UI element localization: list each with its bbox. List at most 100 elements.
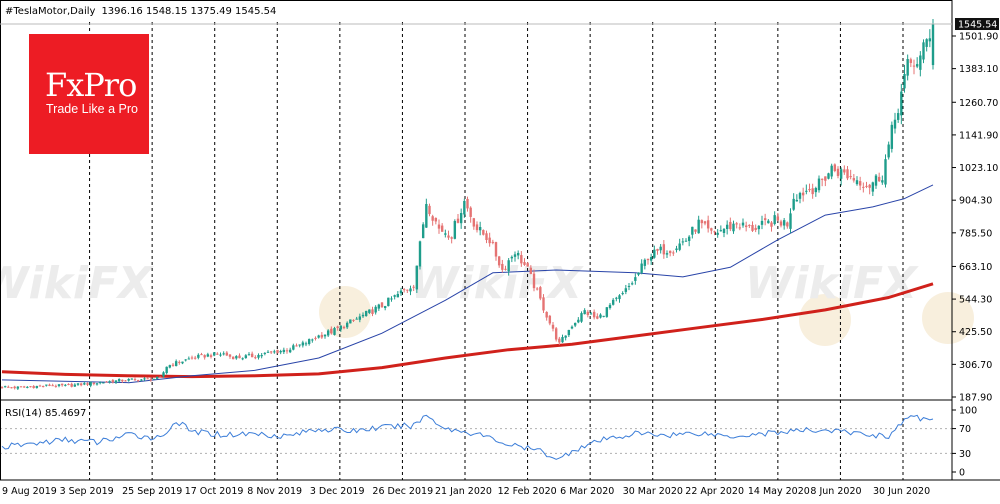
candle-body [380,302,384,308]
candle-233 [738,223,742,231]
last-price-tag [955,18,999,31]
candle-108 [342,325,346,330]
candle-132 [418,240,422,270]
candle-body [35,386,39,388]
candle-37 [117,378,121,382]
candle-120 [380,302,384,308]
candle-64 [203,354,206,360]
candle-body [624,288,628,292]
candle-body [545,311,548,318]
candle-body [475,224,479,231]
candle-body [425,203,428,228]
candle-body [19,386,23,388]
candle-33 [105,380,108,383]
candle-133 [421,222,425,239]
candle-195 [618,294,621,303]
candle-30 [95,383,99,386]
candle-39 [124,380,127,382]
candle-body [862,186,865,188]
candle-158 [501,259,504,273]
candle-body [501,263,504,270]
candle-body [599,314,602,318]
candle-body [786,222,789,227]
candle-body [418,241,422,267]
candle-213 [675,245,678,253]
candle-body [573,322,577,326]
candle-body [29,386,32,388]
candle-body [567,329,571,336]
candle-body [687,236,691,241]
candle-body [827,173,830,179]
candle-163 [516,250,520,260]
candle-76 [241,357,244,361]
candle-body [440,225,444,232]
candle-body [589,313,593,315]
candle-130 [412,284,415,292]
moving-average-fast-line [1,184,934,384]
candle-72 [228,354,232,359]
candle-75 [238,353,241,359]
candle-294 [931,18,935,70]
candle-body [51,385,54,387]
candle-273 [865,181,868,189]
candle-body [735,223,738,225]
candle-body [447,235,450,238]
candle-94 [298,344,301,348]
candle-176 [558,336,561,346]
candle-117 [371,306,374,317]
candle-220 [697,215,700,234]
candle-body [57,384,61,386]
candle-body [463,200,466,215]
candle-body [466,198,469,209]
candle-102 [323,334,327,339]
candle-body [133,379,137,381]
candle-217 [687,235,691,247]
candle-body [105,381,108,383]
candle-56 [178,360,181,365]
candle-252 [798,191,802,204]
candle-65 [206,352,210,358]
candle-131 [415,265,419,294]
candle-63 [200,352,203,356]
candle-body [532,273,536,289]
candle-body [197,354,200,358]
candle-body [672,252,675,254]
candle-224 [710,227,713,235]
candle-237 [751,221,754,232]
candle-146 [463,198,466,218]
candle-285 [903,64,906,93]
candle-body [792,198,795,210]
rsi-tick-label-0: 100 [959,406,977,417]
candle-body [621,293,624,295]
y-tick-label-7: 663.10 [959,262,992,273]
candle-body [32,386,35,389]
candle-body [437,224,441,229]
candle-body [510,256,514,259]
candle-body [596,316,599,319]
candle-239 [757,225,761,235]
candle-166 [526,261,529,267]
x-tick-label-11: 22 Apr 2020 [685,486,744,497]
candle-148 [469,206,472,223]
candle-body [548,315,552,324]
candle-201 [637,272,640,277]
candle-body [285,350,289,352]
candle-20 [64,384,67,387]
candle-43 [136,379,140,383]
candle-body [317,335,320,338]
candle-48 [152,378,156,381]
candle-87 [276,349,279,354]
candle-body [323,334,327,337]
candle-256 [811,183,814,199]
candle-body [608,304,612,309]
candle-body [805,190,808,192]
candle-4 [13,385,16,390]
candle-104 [330,326,333,335]
candle-body [95,383,99,385]
candle-body [431,216,434,221]
candle-180 [570,325,574,330]
candle-95 [301,340,305,348]
candle-149 [472,217,476,230]
candle-body [111,380,115,383]
y-tick-label-0: 1501.90 [959,32,998,43]
